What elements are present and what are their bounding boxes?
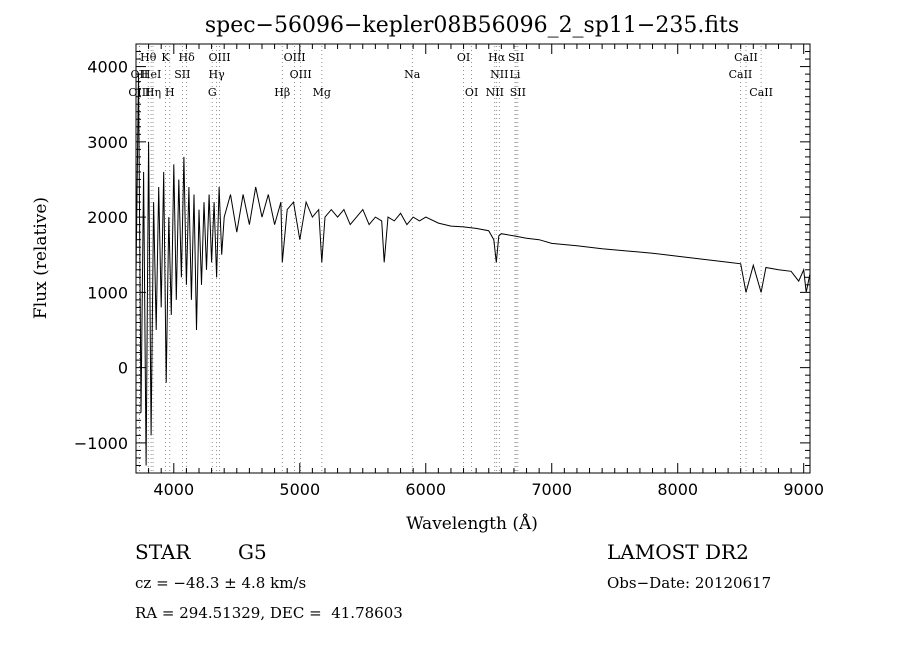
x-tick-label: 8000 xyxy=(657,480,698,499)
spectral-marker-label: K xyxy=(161,51,170,64)
x-tick-label: 4000 xyxy=(153,480,194,499)
spectral-marker-label: Li xyxy=(510,68,521,81)
spectral-marker-label: OI xyxy=(465,86,478,99)
spectral-marker-label: Hη xyxy=(145,86,161,99)
y-tick-label: 0 xyxy=(118,359,128,378)
spectral-marker-label: NII xyxy=(486,86,504,99)
spectral-marker-label: Hβ xyxy=(274,86,290,99)
y-tick-label: 2000 xyxy=(87,208,128,227)
chart-title: spec−56096−kepler08B56096_2_sp11−235.fit… xyxy=(205,13,739,38)
spectrum-chart: spec−56096−kepler08B56096_2_sp11−235.fit… xyxy=(31,13,824,534)
spectral-marker-label: Hα xyxy=(488,51,506,64)
x-tick-label: 9000 xyxy=(783,480,824,499)
spectral-marker-label: SII xyxy=(174,68,190,81)
spectral-marker-label: Hγ xyxy=(209,68,226,81)
subclass: G5 xyxy=(238,540,267,564)
spectral-marker-label: OI xyxy=(457,51,470,64)
y-tick-label: −1000 xyxy=(74,434,128,453)
spectral-marker-label: CaII xyxy=(729,68,753,81)
y-tick-label: 1000 xyxy=(87,283,128,302)
spectral-marker-label: CaII xyxy=(734,51,758,64)
observation-date: Obs−Date: 20120617 xyxy=(607,574,772,592)
spectral-marker-label: OIII xyxy=(208,51,230,64)
spectral-marker-label: OIII xyxy=(284,51,306,64)
spectral-marker-label: Hθ xyxy=(140,51,157,64)
spectral-marker-label: NII xyxy=(490,68,508,81)
y-tick-label: 4000 xyxy=(87,58,128,77)
plot-frame xyxy=(135,43,811,474)
spectral-marker-label: Mg xyxy=(313,86,331,99)
spectral-marker-label: CaII xyxy=(749,86,773,99)
survey-name: LAMOST DR2 xyxy=(607,540,749,564)
y-axis-title: Flux (relative) xyxy=(31,197,51,319)
spectral-marker-label: HeI xyxy=(141,68,161,81)
x-tick-label: 6000 xyxy=(405,480,446,499)
x-tick-label: 7000 xyxy=(531,480,572,499)
coordinates: RA = 294.51329, DEC = 41.78603 xyxy=(135,604,403,622)
axis-ticks: 4000 5000 6000 7000 8000 9000 −1000 0 1000 2000 30… xyxy=(74,43,824,499)
x-axis-title: Wavelength (Å) xyxy=(406,513,538,534)
y-tick-label: 3000 xyxy=(87,133,128,152)
spectral-marker-label: H xyxy=(165,86,175,99)
x-tick-label: 5000 xyxy=(279,480,320,499)
object-class: STAR xyxy=(135,540,191,564)
spectral-marker-label: Na xyxy=(404,68,421,81)
spectral-marker-label: SII xyxy=(508,51,524,64)
spectral-marker-label: Hδ xyxy=(179,51,196,64)
spectral-marker-label: OIII xyxy=(128,86,150,99)
spectral-marker-label: G xyxy=(208,86,217,99)
spectral-marker-label: OIII xyxy=(290,68,312,81)
spectral-marker-label: SII xyxy=(510,86,526,99)
redshift-cz: cz = −48.3 ± 4.8 km/s xyxy=(135,574,307,592)
spectrum-line xyxy=(135,74,811,466)
